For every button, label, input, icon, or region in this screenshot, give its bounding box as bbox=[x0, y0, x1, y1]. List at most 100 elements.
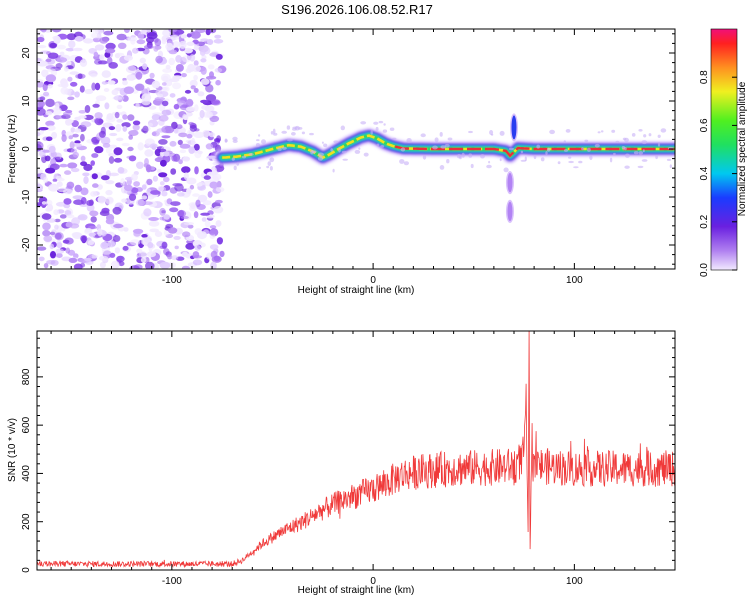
noise-speck bbox=[64, 210, 72, 216]
noise-speck bbox=[215, 53, 223, 60]
noise-speck bbox=[200, 212, 211, 216]
track-speck bbox=[360, 121, 367, 125]
noise-speck bbox=[122, 125, 128, 132]
noise-speck bbox=[104, 48, 116, 54]
noise-speck bbox=[161, 135, 171, 139]
noise-speck bbox=[139, 57, 146, 64]
track-speck bbox=[241, 155, 247, 159]
noise-speck bbox=[66, 214, 75, 219]
noise-speck bbox=[94, 82, 101, 91]
noise-speck bbox=[169, 93, 176, 98]
track-speck bbox=[581, 147, 584, 151]
spectrogram-track bbox=[214, 120, 675, 173]
track-speck bbox=[508, 147, 514, 151]
colorbar-gradient bbox=[710, 28, 738, 271]
noise-speck bbox=[163, 151, 170, 157]
noise-speck bbox=[59, 214, 67, 219]
noise-speck bbox=[56, 44, 66, 50]
noise-speck bbox=[131, 173, 138, 181]
noise-speck bbox=[215, 220, 222, 227]
track-speck bbox=[520, 159, 527, 162]
noise-speck bbox=[103, 30, 114, 36]
noise-speck bbox=[123, 184, 133, 191]
track-speck bbox=[573, 166, 579, 169]
track-speck bbox=[609, 157, 613, 163]
noise-speck bbox=[41, 69, 49, 78]
track-speck bbox=[648, 133, 652, 137]
noise-speck bbox=[192, 193, 200, 197]
spectrogram-y-label: Frequency (Hz) bbox=[7, 115, 18, 184]
track-speck bbox=[439, 165, 445, 170]
noise-speck bbox=[105, 146, 112, 154]
noise-speck bbox=[83, 163, 93, 172]
noise-speck bbox=[38, 127, 49, 131]
noise-speck bbox=[170, 35, 179, 41]
noise-speck bbox=[105, 196, 114, 205]
noise-speck bbox=[107, 241, 116, 248]
noise-speck bbox=[56, 57, 68, 63]
snr-y-tick-label: 200 bbox=[21, 513, 32, 530]
noise-speck bbox=[111, 89, 119, 96]
noise-speck bbox=[149, 228, 159, 233]
noise-speck bbox=[65, 221, 73, 228]
noise-speck bbox=[209, 181, 218, 189]
spectrogram-noise bbox=[37, 29, 227, 269]
noise-speck bbox=[108, 126, 116, 131]
noise-speck bbox=[62, 188, 73, 195]
noise-speck bbox=[170, 201, 181, 207]
track-speck bbox=[231, 157, 235, 161]
noise-speck bbox=[67, 96, 75, 101]
noise-speck bbox=[101, 175, 110, 181]
noise-speck bbox=[135, 83, 145, 91]
noise-speck bbox=[190, 31, 201, 39]
noise-speck bbox=[127, 114, 135, 121]
noise-speck bbox=[94, 44, 105, 51]
noise-speck bbox=[189, 54, 196, 62]
track-speck bbox=[578, 160, 583, 164]
noise-speck bbox=[151, 130, 160, 137]
noise-speck bbox=[82, 172, 90, 177]
noise-speck bbox=[180, 215, 189, 220]
track-speck bbox=[338, 147, 341, 153]
track-speck bbox=[323, 143, 328, 148]
noise-speck bbox=[49, 243, 54, 250]
noise-speck bbox=[205, 143, 214, 150]
noise-speck bbox=[54, 218, 61, 223]
noise-speck bbox=[55, 102, 60, 111]
noise-speck bbox=[193, 131, 205, 138]
noise-speck bbox=[48, 183, 59, 192]
noise-speck bbox=[181, 166, 191, 174]
noise-speck bbox=[42, 222, 51, 231]
spectrogram-y-tick-label: -10 bbox=[21, 189, 32, 204]
noise-speck bbox=[206, 111, 214, 118]
noise-speck bbox=[129, 265, 140, 269]
noise-speck bbox=[105, 115, 116, 123]
noise-speck bbox=[142, 201, 153, 206]
noise-speck bbox=[130, 38, 136, 45]
track-speck bbox=[565, 129, 571, 133]
noise-speck bbox=[63, 198, 72, 205]
track-speck bbox=[503, 167, 509, 173]
noise-speck bbox=[159, 207, 166, 216]
noise-speck bbox=[97, 195, 106, 204]
noise-speck bbox=[90, 73, 98, 78]
noise-speck bbox=[64, 66, 69, 72]
noise-speck bbox=[64, 170, 72, 175]
noise-speck bbox=[213, 206, 224, 214]
noise-speck bbox=[179, 143, 191, 149]
noise-speck bbox=[77, 214, 88, 221]
noise-speck bbox=[185, 112, 193, 117]
track-speck bbox=[232, 136, 238, 141]
track-speck bbox=[291, 132, 296, 136]
noise-speck bbox=[46, 68, 56, 73]
track-speck bbox=[317, 156, 324, 161]
noise-speck bbox=[193, 88, 199, 93]
track-speck bbox=[232, 139, 238, 143]
noise-speck bbox=[45, 98, 55, 108]
noise-speck bbox=[67, 76, 73, 82]
track-speck bbox=[317, 152, 324, 157]
noise-speck bbox=[176, 192, 185, 197]
colorbar-tick-label: 0.4 bbox=[699, 166, 710, 180]
noise-speck bbox=[53, 209, 60, 216]
noise-speck bbox=[158, 148, 167, 153]
